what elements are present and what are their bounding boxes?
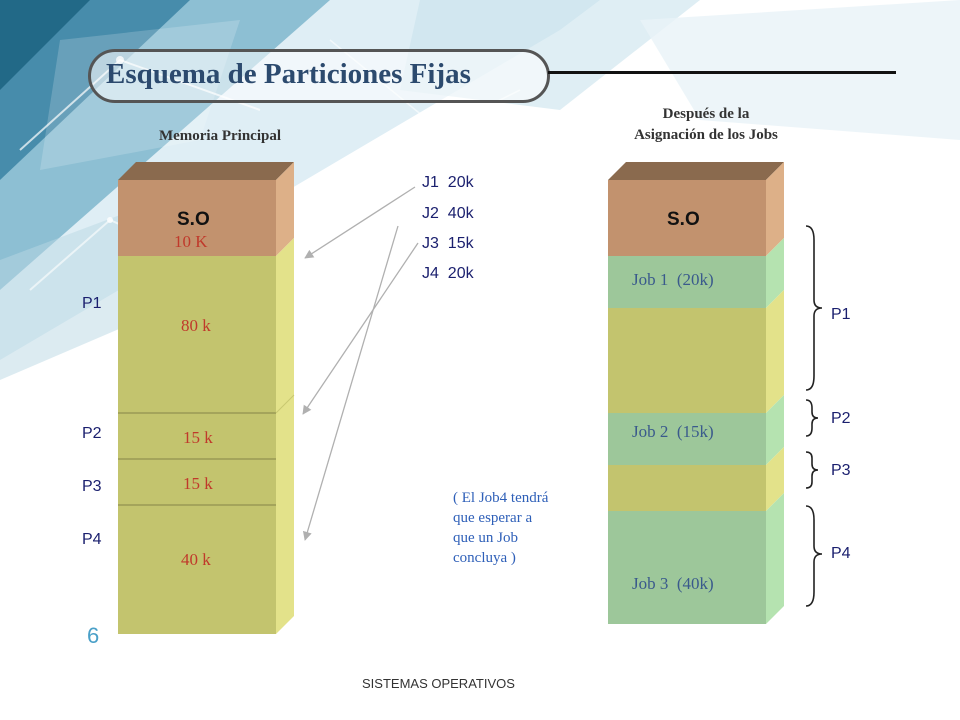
right-free3-block: [608, 465, 766, 511]
job-name: J3: [422, 235, 439, 252]
arrow-j2: [302, 225, 399, 541]
job-size: 40k: [447, 205, 474, 222]
arrow-j1: [304, 186, 416, 259]
job-size: 20k: [447, 174, 474, 191]
brace-p2: [805, 399, 819, 437]
right-partition-label-p4: P4: [831, 545, 851, 562]
job-name: J4: [422, 265, 439, 282]
job-name: J2: [422, 205, 439, 222]
left-heading: Memoria Principal: [158, 128, 282, 144]
right-job1-label: Job 1 (20k): [632, 270, 714, 289]
page-title: Esquema de Particiones Fijas: [106, 58, 471, 90]
title-frame: [88, 49, 550, 103]
job4-wait-note: ( El Job4 tendrá que esperar a que un Jo…: [453, 488, 613, 568]
left-divider-side: [275, 394, 295, 414]
left-so-top: [118, 162, 294, 180]
right-job2-side: [766, 395, 784, 465]
right-heading-line2: Asignación de los Jobs: [634, 127, 778, 143]
right-partition-label-p1: P1: [831, 306, 851, 323]
left-so-label: S.O: [177, 209, 210, 230]
right-job3-side: [766, 493, 784, 624]
assignment-arrows: [302, 186, 419, 541]
left-so-side: [276, 162, 294, 256]
left-partition-label-p3: P3: [82, 478, 102, 495]
brace-p4: [805, 505, 823, 607]
job-list-item: J1 20k: [422, 174, 474, 192]
right-partition-braces: [805, 225, 823, 607]
right-free1-block: [608, 308, 766, 413]
right-job1-side: [766, 238, 784, 308]
left-partition-label-p4: P4: [82, 531, 102, 548]
right-memory-column: [608, 162, 784, 624]
right-so-side: [766, 162, 784, 256]
right-so-block: [608, 180, 766, 256]
job-list-item: J3 15k: [422, 235, 474, 253]
brace-p1: [805, 225, 823, 391]
title-underline: [548, 71, 896, 74]
note-line: que un Job: [453, 530, 518, 546]
left-partition-label-p1: P1: [82, 295, 102, 312]
right-job1-block: [608, 256, 766, 308]
left-memory-column: [118, 162, 295, 634]
arrow-j3: [302, 242, 419, 415]
left-partition-p1: [118, 256, 276, 414]
right-job2-block: [608, 413, 766, 465]
left-partition-label-p2: P2: [82, 425, 102, 442]
right-free1-side: [766, 290, 784, 413]
right-job2-label: Job 2 (15k): [632, 422, 714, 441]
right-heading-line1: Después de la: [662, 106, 750, 122]
note-line: concluya ): [453, 550, 516, 566]
note-line: ( El Job4 tendrá: [453, 490, 549, 506]
brace-p3: [805, 451, 819, 489]
right-so-label: S.O: [667, 209, 700, 230]
left-partition-p4: [118, 506, 276, 634]
right-job3-block: [608, 511, 766, 624]
left-partition-p2: [118, 414, 276, 460]
left-size-p1: 80 k: [181, 316, 211, 335]
left-size-p2: 15 k: [183, 428, 213, 447]
footer-text: SISTEMAS OPERATIVOS: [362, 676, 515, 691]
left-size-p4: 40 k: [181, 550, 211, 569]
right-free3-side: [766, 447, 784, 511]
page-number: 6: [87, 623, 100, 648]
job-list-item: J4 20k: [422, 265, 474, 283]
left-so-block: [118, 180, 276, 256]
right-partition-label-p3: P3: [831, 462, 851, 479]
note-line: que esperar a: [453, 510, 533, 526]
job-list-item: J2 40k: [422, 205, 474, 223]
left-mem-side: [276, 238, 294, 634]
job-size: 20k: [447, 265, 474, 282]
right-job3-label: Job 3 (40k): [632, 574, 714, 593]
job-name: J1: [422, 174, 439, 191]
job-size: 15k: [447, 235, 474, 252]
left-size-p3: 15 k: [183, 474, 213, 493]
right-partition-label-p2: P2: [831, 410, 851, 427]
right-so-top: [608, 162, 784, 180]
left-partition-p3: [118, 460, 276, 506]
left-so-size: 10 K: [174, 232, 208, 251]
